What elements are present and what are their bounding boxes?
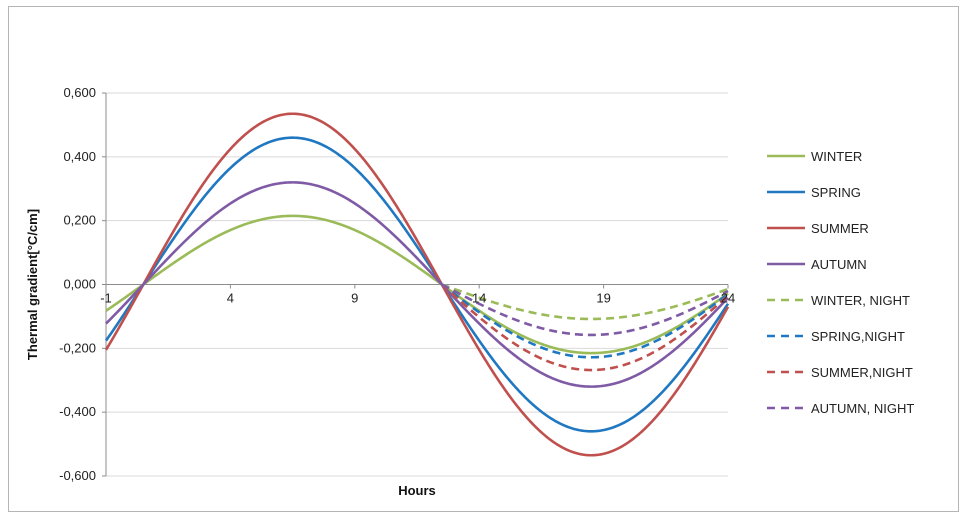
series-line-winter-night-part (441, 283, 729, 355)
legend-label: SUMMER,NIGHT (811, 365, 913, 380)
x-axis-title: Hours (398, 483, 436, 498)
series-line-summer-night (441, 283, 729, 372)
series-line-autumn-night-part (440, 283, 729, 388)
chart-frame: -1 4 9 14 19 24 0,600 0,400 0,200 0,000 -0,200 -0,4… (8, 6, 959, 512)
y-tick-label: 0,200 (63, 213, 96, 228)
y-tick-label: 0,400 (63, 149, 96, 164)
x-tick-label: 19 (596, 291, 610, 306)
legend-label: WINTER, NIGHT (811, 293, 910, 308)
legend-label: AUTUMN, NIGHT (811, 401, 914, 416)
axis-layer (102, 92, 729, 477)
x-tick-label: -1 (100, 291, 112, 306)
legend-label: SPRING,NIGHT (811, 329, 905, 344)
series-line-spring-night-part (440, 283, 730, 433)
y-tick-label: -0,200 (59, 340, 96, 355)
series-line-autumn-night (441, 283, 729, 337)
chart-svg: -1 4 9 14 19 24 0,600 0,400 0,200 0,000 -0,200 -0,4… (25, 85, 914, 498)
y-axis-title: Thermal gradient[°C/cm] (25, 209, 40, 360)
series-line-spring-night (441, 283, 729, 359)
x-tick-label: 9 (351, 291, 358, 306)
series-line-summer-night-part (440, 283, 730, 457)
series-line-autumn (105, 181, 443, 325)
legend: WINTER SPRING SUMMER AUTUMN WINTER, NIGHT SPR… (767, 149, 914, 416)
series-line-winter-night (441, 283, 729, 321)
legend-label: SPRING (811, 185, 861, 200)
y-tick-label: -0,400 (59, 404, 96, 419)
y-tick-label: 0,600 (63, 85, 96, 100)
series-layer (104, 112, 730, 457)
x-tick-label: 4 (227, 291, 234, 306)
legend-label: AUTUMN (811, 257, 867, 272)
y-tick-label: -0,600 (59, 468, 96, 483)
series-line-spring (104, 136, 443, 342)
series-line-summer (104, 112, 444, 351)
legend-label: SUMMER (811, 221, 869, 236)
x-tick-label: 14 (472, 291, 486, 306)
y-tick-label: 0,000 (63, 277, 96, 292)
tick-label-layer: -1 4 9 14 19 24 0,600 0,400 0,200 0,000 -0,200 -0,4… (59, 85, 735, 483)
series-line-winter (105, 214, 443, 312)
x-tick-label: 24 (721, 291, 735, 306)
legend-label: WINTER (811, 149, 862, 164)
